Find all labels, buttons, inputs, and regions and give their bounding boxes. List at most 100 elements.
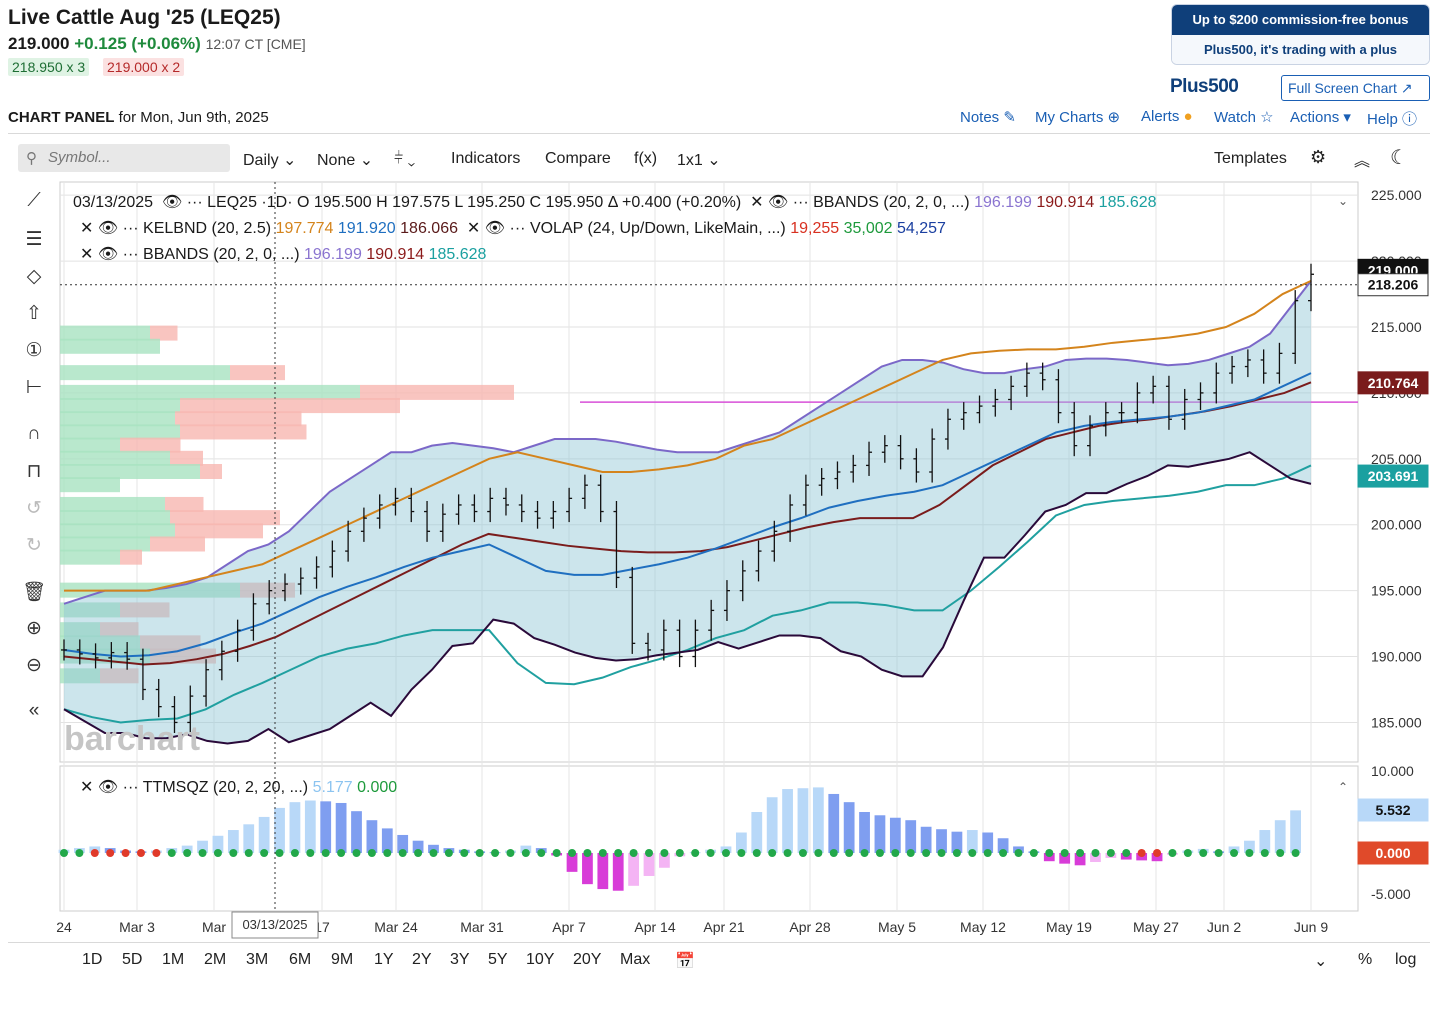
ad-line2: Plus500, it's trading with a plus — [1172, 35, 1429, 64]
expand-down-icon[interactable]: ⌄ — [1314, 953, 1328, 970]
plus500-logo: Plus500 — [1170, 76, 1239, 97]
range-button-20y[interactable]: 20Y — [573, 951, 602, 968]
layout-select[interactable]: 1x1 ⌄ — [677, 152, 721, 169]
eye-icon[interactable]: 👁 — [97, 246, 119, 263]
collapse-icon[interactable]: ︽ — [1354, 153, 1371, 170]
momentum-bar — [1043, 853, 1055, 862]
magnet-icon[interactable]: ∩ — [27, 423, 41, 444]
close-icon[interactable]: ✕ — [466, 220, 481, 237]
redo-icon[interactable]: ↻ — [26, 535, 42, 556]
pane-collapse-icon[interactable]: ⌃ — [1338, 780, 1349, 794]
eye-icon[interactable]: 👁 — [161, 194, 183, 211]
percent-toggle[interactable]: % — [1358, 951, 1373, 968]
lower-pane-frame — [59, 765, 1359, 912]
range-button-3m[interactable]: 3M — [246, 951, 269, 968]
bbands-mid-value: 190.914 — [1036, 194, 1095, 211]
settings-gear-icon[interactable]: ⚙ — [1310, 147, 1327, 167]
volume-profile-up-bar — [60, 450, 170, 466]
alerts-link[interactable]: Alerts ● — [1141, 108, 1193, 125]
volume-profile-up-bar — [60, 437, 120, 453]
lock-icon[interactable]: ⊓ — [26, 461, 42, 482]
notes-link[interactable]: Notes ✎ — [960, 109, 1016, 126]
eye-icon[interactable]: 👁 — [767, 194, 789, 211]
collapse-sidebar-icon[interactable]: « — [28, 700, 40, 721]
range-button-9m[interactable]: 9M — [331, 951, 354, 968]
full-screen-chart-button[interactable]: Full Screen Chart ↗ — [1281, 75, 1430, 101]
momentum-bar — [582, 853, 593, 885]
bar-type-select[interactable]: None ⌄ — [317, 152, 374, 169]
symbol-search-input[interactable]: Symbol... — [18, 144, 230, 172]
close-icon[interactable]: ✕ — [80, 220, 94, 237]
numbered-marker-icon[interactable]: ① — [25, 340, 43, 361]
range-button-max[interactable]: Max — [620, 951, 651, 968]
legend-collapse-icon[interactable]: ⌄ — [1338, 194, 1349, 208]
x-axis-label: Apr 28 — [789, 919, 830, 935]
x-axis-label: May 19 — [1046, 919, 1092, 935]
arrow-up-icon[interactable]: ⇧ — [26, 303, 42, 324]
fx-button[interactable]: f(x) — [634, 150, 658, 167]
volume-profile-up-bar — [60, 325, 150, 341]
squeeze-dot — [552, 849, 561, 857]
fib-icon[interactable]: ☰ — [25, 229, 43, 250]
range-button-5d[interactable]: 5D — [122, 951, 143, 968]
volume-profile-up-bar — [60, 411, 175, 427]
templates-button[interactable]: Templates — [1214, 150, 1287, 167]
momentum-bar — [936, 829, 947, 853]
zoom-in-icon[interactable]: ⊕ — [26, 618, 42, 639]
indicators-button[interactable]: Indicators — [451, 150, 521, 167]
help-link[interactable]: Help ⓘ — [1367, 111, 1418, 128]
draw-tool-select[interactable]: ⫩ ⌄ — [394, 150, 416, 167]
range-button-2y[interactable]: 2Y — [412, 951, 432, 968]
squeeze-dot — [1076, 849, 1085, 857]
range-button-5y[interactable]: 5Y — [488, 951, 508, 968]
trendline-icon[interactable]: ⟋ — [27, 190, 41, 211]
watch-link[interactable]: Watch ☆ — [1214, 109, 1274, 126]
undo-icon[interactable]: ↺ — [26, 498, 42, 519]
squeeze-dot — [1014, 849, 1023, 857]
calendar-icon[interactable]: 📅 — [675, 953, 695, 970]
my-charts-link[interactable]: My Charts ⊕ — [1035, 109, 1121, 126]
search-icon: ⚲ — [26, 150, 37, 167]
eye-icon[interactable]: 👁 — [484, 220, 506, 237]
interval-select[interactable]: Daily ⌄ — [243, 152, 297, 169]
momentum-bar — [1074, 853, 1086, 866]
trash-icon[interactable]: 🗑 — [22, 582, 47, 603]
dark-mode-icon[interactable]: ☾ — [1390, 147, 1408, 169]
range-button-1y[interactable]: 1Y — [374, 951, 394, 968]
range-button-1m[interactable]: 1M — [162, 951, 185, 968]
log-toggle[interactable]: log — [1395, 951, 1417, 968]
range-button-1d[interactable]: 1D — [82, 951, 103, 968]
eye-icon[interactable]: 👁 — [97, 779, 119, 796]
close-icon[interactable]: ✕ — [750, 194, 764, 211]
ad-banner[interactable]: Up to $200 commission-free bonus Plus500… — [1171, 4, 1430, 65]
squeeze-dot — [691, 849, 700, 857]
volume-profile-up-bar — [60, 338, 160, 354]
momentum-bar — [366, 820, 378, 853]
kelbnd-legend-name: KELBND (20, 2.5) — [143, 220, 272, 237]
range-button-6m[interactable]: 6M — [289, 951, 312, 968]
compare-button[interactable]: Compare — [545, 150, 611, 167]
close-icon[interactable]: ✕ — [80, 779, 94, 796]
momentum-bar — [566, 853, 578, 872]
range-button-2m[interactable]: 2M — [204, 951, 227, 968]
bollinger-mid-line — [63, 381, 1312, 666]
last-price: 219.000 — [8, 34, 70, 53]
squeeze-dot — [352, 849, 361, 857]
instrument-title: Live Cattle Aug '25 (LEQ25) — [8, 6, 281, 29]
squeeze-dot — [1291, 849, 1300, 857]
squeeze-dot — [475, 849, 484, 857]
shape-icon[interactable]: ◇ — [26, 266, 42, 287]
volume-profile-down-bar — [150, 536, 205, 552]
squeeze-dot — [1183, 849, 1192, 857]
eye-icon[interactable]: 👁 — [97, 220, 119, 237]
zoom-out-icon[interactable]: ⊖ — [26, 655, 42, 676]
range-button-3y[interactable]: 3Y — [450, 951, 470, 968]
actions-menu[interactable]: Actions ▾ — [1290, 109, 1351, 126]
range-button-10y[interactable]: 10Y — [526, 951, 555, 968]
momentum-bar — [843, 802, 855, 853]
close-icon[interactable]: ✕ — [80, 246, 94, 263]
squeeze-dot — [290, 849, 299, 857]
kelbnd-upper-value: 197.774 — [275, 220, 334, 237]
measure-icon[interactable]: ⊢ — [25, 377, 43, 398]
